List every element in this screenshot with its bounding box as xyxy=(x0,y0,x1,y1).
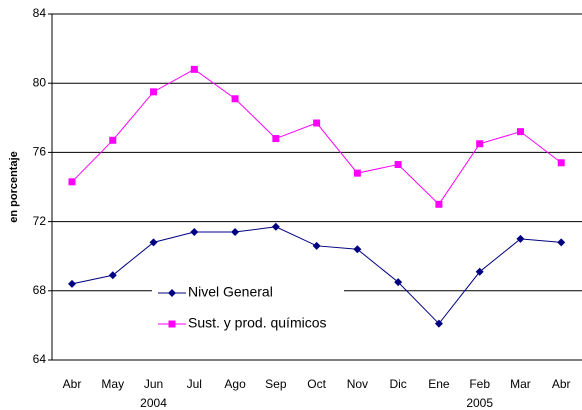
point xyxy=(516,234,525,243)
x-tick-label: Nov xyxy=(347,377,368,391)
point xyxy=(312,241,321,250)
point xyxy=(271,222,280,231)
y-tick-label: 68 xyxy=(33,283,47,297)
x-tick-label: Oct xyxy=(307,377,326,391)
x-tick-label: Abr xyxy=(63,377,82,391)
x-tick-label: Ago xyxy=(224,377,246,391)
point xyxy=(353,245,362,254)
point xyxy=(394,278,403,287)
year-label: 2005 xyxy=(466,396,493,410)
x-tick-label: Sep xyxy=(265,377,287,391)
x-tick-label: May xyxy=(101,377,124,391)
x-tick-label: Jun xyxy=(144,377,163,391)
x-tick-label: Dic xyxy=(389,377,406,391)
point xyxy=(394,161,402,169)
point xyxy=(475,267,484,276)
y-axis-label: en porcentaje xyxy=(8,151,20,223)
x-tick-label: Abr xyxy=(552,377,571,391)
point xyxy=(68,279,76,288)
point xyxy=(476,140,484,148)
point xyxy=(109,136,117,144)
x-tick-label: Mar xyxy=(510,377,531,391)
x-tick-label: Jul xyxy=(187,377,202,391)
point xyxy=(231,95,239,103)
point xyxy=(313,119,321,127)
point xyxy=(272,135,280,143)
point xyxy=(557,159,565,167)
legend-label: Sust. y prod. químicos xyxy=(188,315,327,331)
point xyxy=(557,238,566,247)
legend-label: Nivel General xyxy=(188,284,273,300)
y-tick-label: 72 xyxy=(33,214,47,228)
point xyxy=(68,178,76,186)
point xyxy=(434,319,443,328)
x-tick-label: Feb xyxy=(469,377,490,391)
y-tick-label: 76 xyxy=(33,145,47,159)
year-label: 2004 xyxy=(140,396,167,410)
point xyxy=(168,320,176,328)
point xyxy=(168,289,176,297)
point xyxy=(150,88,158,96)
point xyxy=(353,169,361,177)
point xyxy=(231,227,240,236)
point xyxy=(149,238,158,247)
y-tick-label: 64 xyxy=(33,352,47,366)
y-tick-label: 80 xyxy=(33,75,47,89)
y-tick-label: 84 xyxy=(33,6,47,20)
series-line xyxy=(71,68,562,206)
point xyxy=(435,200,443,208)
point xyxy=(516,128,524,136)
point xyxy=(190,65,198,73)
x-tick-label: Ene xyxy=(428,377,450,391)
point xyxy=(190,227,199,236)
point xyxy=(108,271,117,280)
legend-box xyxy=(152,280,344,338)
